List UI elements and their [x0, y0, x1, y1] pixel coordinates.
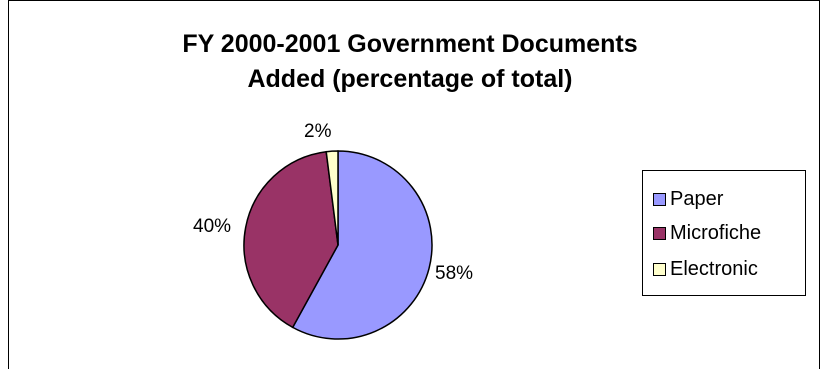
legend-item-paper: Paper [653, 187, 723, 211]
legend-swatch-paper [653, 192, 666, 206]
pie-slice-electronic [325, 150, 339, 246]
legend: Paper Microfiche Electronic [642, 170, 806, 296]
legend-swatch-microfiche [653, 226, 666, 240]
legend-item-electronic: Electronic [653, 257, 758, 281]
legend-item-microfiche: Microfiche [653, 221, 761, 245]
legend-label-electronic: Electronic [670, 257, 758, 280]
slice-label-electronic: 2% [304, 121, 332, 142]
legend-swatch-electronic [653, 262, 666, 276]
slice-label-microfiche: 40% [193, 216, 231, 237]
legend-label-paper: Paper [670, 187, 724, 210]
legend-label-microfiche: Microfiche [670, 221, 762, 244]
slice-label-paper: 58% [435, 263, 473, 284]
pie-slice-microfiche [243, 150, 339, 329]
chart-title-line-2: Added (percentage of total) [247, 65, 573, 93]
chart-title-line-1: FY 2000-2001 Government Documents [182, 30, 638, 58]
pie-slice-paper [291, 150, 433, 340]
